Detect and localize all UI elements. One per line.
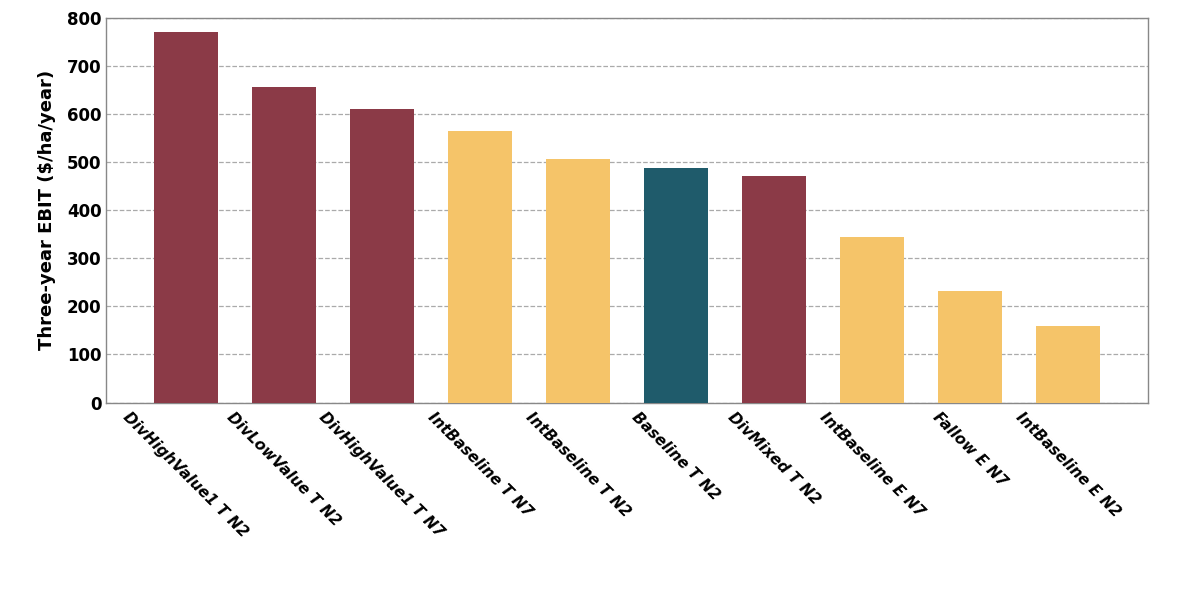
- Bar: [448, 131, 512, 403]
- Bar: [547, 159, 609, 403]
- Bar: [742, 176, 806, 403]
- Y-axis label: Three-year EBIT ($/ha/year): Three-year EBIT ($/ha/year): [38, 70, 56, 350]
- Bar: [154, 32, 218, 403]
- Bar: [840, 237, 904, 403]
- Bar: [350, 109, 414, 403]
- Bar: [938, 291, 1002, 403]
- Bar: [645, 168, 707, 403]
- Bar: [1036, 326, 1100, 403]
- Bar: [252, 86, 316, 403]
